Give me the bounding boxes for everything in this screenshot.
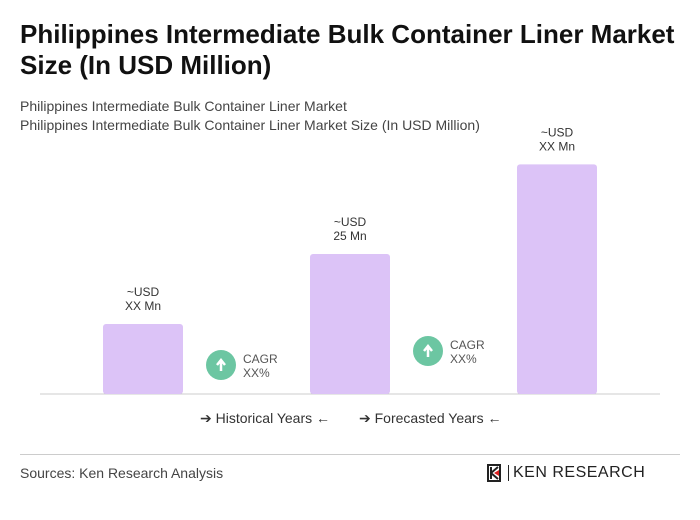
logo-text: KEN RESEARCH	[513, 464, 646, 481]
bar-value-label: XX Mn	[539, 139, 575, 153]
legend-historical-label: Historical Years	[215, 410, 313, 426]
bar	[517, 164, 597, 394]
cagr-label: XX%	[243, 366, 270, 380]
logo-icon	[487, 464, 501, 482]
ken-research-logo: KEN RESEARCH	[486, 463, 645, 483]
divider	[20, 454, 680, 455]
bar	[103, 324, 183, 394]
legend-forecast-label: Forecasted Years	[374, 410, 484, 426]
legend-historical: ➔ Historical Years ←	[200, 410, 331, 426]
bar-value-label: ~USD	[127, 285, 160, 299]
cagr-label: CAGR	[450, 338, 485, 352]
source-text: Sources: Ken Research Analysis	[20, 465, 224, 481]
bar-value-label: ~USD	[334, 215, 367, 229]
legend-forecast: ➔ Forecasted Years ←	[359, 410, 502, 426]
bar-value-label: 25 Mn	[333, 229, 366, 243]
bar-value-label: XX Mn	[125, 299, 161, 313]
cagr-label: CAGR	[243, 352, 278, 366]
cagr-label: XX%	[450, 352, 477, 366]
chart-subtitle-2: Philippines Intermediate Bulk Container …	[20, 117, 480, 133]
bar-value-label: ~USD	[541, 125, 574, 139]
chart-title: Philippines Intermediate Bulk Container …	[20, 19, 675, 80]
chart-subtitle: Philippines Intermediate Bulk Container …	[20, 98, 347, 114]
bar	[310, 254, 390, 394]
